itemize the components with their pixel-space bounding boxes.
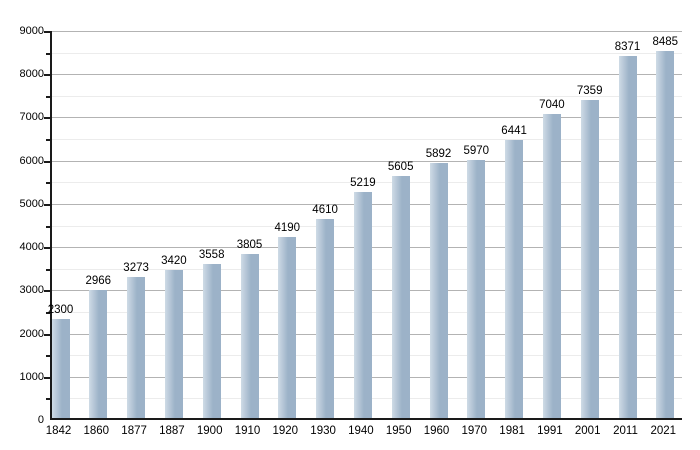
bar-value-label: 2966 [85, 274, 112, 287]
y-axis-tick-label: 0 [37, 414, 44, 426]
x-axis-tick-label: 1842 [45, 425, 72, 437]
y-axis-tick [44, 290, 50, 293]
bar-1940 [353, 192, 372, 418]
y-axis-tick [46, 268, 50, 271]
x-axis-tick-label: 1930 [310, 425, 336, 437]
y-axis-tick [44, 247, 50, 250]
x-axis-tick-label: 1860 [83, 425, 110, 437]
bar-value-label: 8485 [652, 36, 679, 49]
y-axis-tick-label: 4000 [19, 241, 44, 254]
y-axis-tick-label: 5000 [19, 197, 44, 210]
minor-gridline [52, 95, 682, 97]
y-axis-tick [46, 355, 50, 358]
x-axis-tick-label: 2011 [613, 425, 638, 437]
bar-1970 [467, 159, 486, 418]
x-axis-tick-label: 1900 [196, 425, 223, 437]
bar-2021 [656, 51, 675, 418]
bar-1991 [542, 113, 561, 418]
bar-1981 [505, 139, 524, 418]
y-axis-tick [44, 376, 50, 379]
y-axis-tick [46, 139, 50, 142]
x-axis-tick-label: 1887 [159, 425, 185, 437]
y-axis-tick [44, 333, 50, 336]
bar-1910 [240, 253, 259, 418]
plot-area: 2300 2966 3273 3420 3558 3805 4190 4610 5219 5605… [48, 31, 682, 420]
y-axis-tick [46, 225, 50, 228]
bar-1900 [202, 264, 221, 418]
bar-1930 [316, 218, 335, 418]
bar-value-label: 5970 [463, 144, 490, 157]
bar-1877 [127, 276, 146, 418]
bar-1887 [164, 270, 183, 418]
y-axis-tick-label: 3000 [19, 284, 44, 297]
y-axis-tick [46, 52, 50, 55]
y-axis-tick [46, 95, 50, 98]
bar-value-label: 5219 [350, 177, 376, 190]
x-axis-tick-label: 1920 [272, 425, 299, 437]
x-axis-tick-label: 1960 [423, 425, 450, 437]
y-axis-tick [44, 203, 50, 206]
bar-value-label: 3420 [161, 255, 187, 268]
bar-value-label: 7040 [539, 98, 565, 111]
bar-1860 [89, 289, 108, 418]
x-axis-tick-label: 2021 [650, 425, 677, 437]
x-axis-tick-label: 2001 [574, 425, 601, 437]
bar-1920 [278, 236, 297, 418]
major-gridline [52, 160, 682, 162]
major-gridline [52, 74, 682, 76]
y-axis-tick [44, 160, 50, 163]
x-axis-tick-label: 1910 [234, 425, 261, 437]
major-gridline [52, 31, 682, 32]
y-axis-tick [44, 117, 50, 120]
y-axis-tick [46, 398, 50, 401]
bar-value-label: 8371 [614, 41, 641, 54]
bar-value-label: 7359 [576, 84, 603, 97]
x-axis-tick-label: 1970 [461, 425, 488, 437]
y-axis-tick-label: 8000 [19, 68, 44, 81]
bar-value-label: 2300 [47, 303, 74, 316]
minor-gridline [52, 182, 682, 184]
y-axis-tick-label: 2000 [19, 327, 44, 340]
y-axis-tick [44, 31, 50, 33]
bar-value-label: 4610 [312, 203, 338, 216]
major-gridline [52, 117, 682, 119]
bar-2011 [618, 56, 637, 418]
y-axis-tick [46, 311, 50, 314]
bar-value-label: 3558 [198, 249, 225, 262]
y-axis-tick [46, 182, 50, 185]
x-axis-tick-label: 1991 [537, 425, 563, 437]
bar-value-label: 6441 [501, 124, 527, 137]
x-axis-tick-label: 1981 [499, 425, 525, 437]
x-axis-tick-label: 1877 [121, 425, 147, 437]
bar-value-label: 3805 [236, 238, 263, 251]
bar-1950 [391, 175, 410, 418]
y-axis-tick-label: 1000 [19, 370, 44, 383]
bar-value-label: 5892 [425, 148, 452, 161]
x-axis-tick-label: 1940 [348, 425, 374, 437]
bar-2001 [580, 99, 599, 418]
bar-1960 [429, 163, 448, 418]
bar-1842 [51, 318, 70, 418]
x-axis-tick-label: 1950 [385, 425, 412, 437]
minor-gridline [52, 52, 682, 54]
bar-value-label: 3273 [123, 261, 149, 274]
bar-value-label: 5605 [387, 160, 414, 173]
bar-value-label: 4190 [274, 221, 301, 234]
minor-gridline [52, 139, 682, 141]
y-axis-tick [44, 74, 50, 77]
y-axis-tick-label: 7000 [19, 111, 44, 124]
y-axis-tick-label: 6000 [19, 154, 44, 167]
y-axis-tick-label: 9000 [19, 25, 44, 37]
